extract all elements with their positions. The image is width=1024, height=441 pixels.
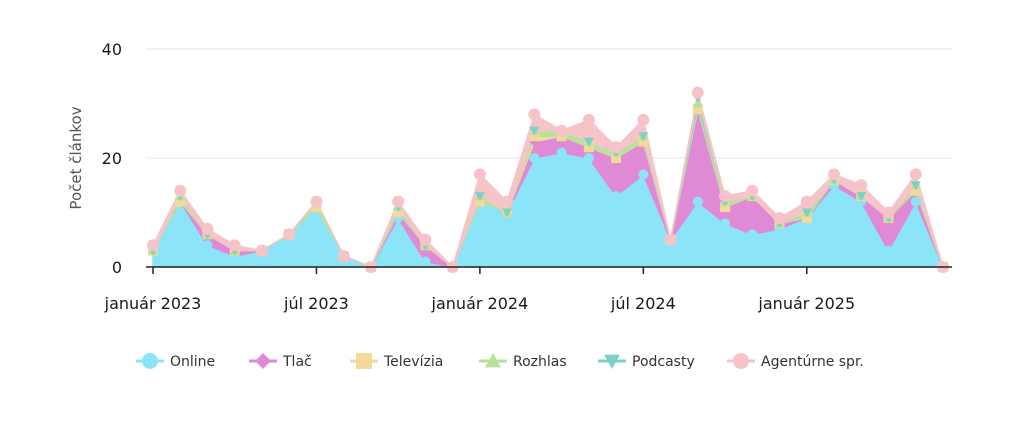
- legend-label: Online: [170, 354, 215, 370]
- data-point: [255, 244, 268, 257]
- data-point: [611, 191, 622, 202]
- data-point: [474, 192, 485, 202]
- data-point: [910, 196, 921, 207]
- data-point: [720, 202, 731, 213]
- y-tick-label: 0: [112, 258, 122, 277]
- data-point: [555, 124, 568, 137]
- x-tick-label: január 2024: [431, 294, 529, 313]
- data-point: [773, 211, 786, 224]
- data-point: [582, 113, 595, 126]
- data-point: [228, 239, 241, 252]
- data-point: [691, 86, 704, 99]
- y-axis-ticks: 0 20 40: [102, 40, 122, 277]
- data-point: [638, 136, 649, 147]
- data-point: [529, 131, 540, 142]
- data-point: [501, 195, 514, 208]
- data-point: [202, 240, 213, 251]
- legend-symbol: [733, 353, 749, 369]
- x-tick-label: január 2023: [104, 294, 202, 313]
- data-point: [174, 184, 187, 197]
- data-point: [909, 168, 922, 181]
- data-point: [392, 195, 405, 208]
- data-point: [337, 250, 350, 263]
- legend-symbol: [604, 354, 620, 369]
- data-point: [175, 196, 186, 207]
- legend-item[interactable]: Online: [136, 353, 215, 370]
- data-point: [610, 141, 623, 154]
- data-point: [502, 208, 513, 218]
- data-point: [419, 233, 432, 246]
- data-point: [420, 256, 431, 267]
- data-point: [856, 192, 867, 202]
- legend-item[interactable]: Podcasty: [598, 354, 695, 370]
- data-point: [283, 228, 296, 241]
- data-point: [882, 206, 895, 219]
- data-point: [611, 153, 622, 163]
- data-point: [910, 181, 921, 191]
- series-areas: [152, 91, 944, 268]
- data-point: [393, 207, 404, 218]
- x-tick-label: január 2025: [757, 294, 855, 313]
- legend-symbol: [485, 353, 501, 368]
- data-point: [800, 195, 813, 208]
- data-point: [828, 168, 841, 181]
- x-tick-label: júl 2023: [283, 294, 349, 313]
- y-tick-label: 40: [102, 40, 122, 59]
- data-point: [883, 245, 894, 256]
- data-point: [638, 169, 649, 180]
- legend-label: Tlač: [282, 354, 312, 370]
- data-point: [664, 233, 677, 246]
- legend-symbol: [142, 353, 158, 369]
- data-point: [855, 179, 868, 192]
- legend-item[interactable]: Rozhlas: [479, 353, 567, 370]
- legend: Online Tlač Televízia Rozhlas Podcasty Agentú…: [136, 353, 864, 370]
- data-point: [529, 126, 540, 136]
- legend-label: Podcasty: [632, 354, 695, 370]
- data-point: [692, 103, 703, 114]
- data-point: [801, 212, 812, 223]
- data-point: [528, 108, 541, 121]
- data-point: [147, 239, 159, 252]
- data-point: [910, 185, 921, 196]
- data-point: [720, 218, 731, 229]
- data-point: [746, 184, 759, 197]
- data-point: [692, 196, 703, 207]
- data-point: [473, 168, 486, 181]
- data-point: [719, 190, 732, 203]
- legend-symbol: [356, 353, 372, 369]
- data-point: [201, 222, 214, 235]
- data-point: [747, 229, 758, 240]
- y-tick-label: 20: [102, 149, 122, 168]
- legend-label: Rozhlas: [513, 354, 567, 370]
- legend-item[interactable]: Televízia: [350, 353, 443, 370]
- legend-item[interactable]: Agentúrne spr.: [727, 353, 864, 370]
- legend-label: Televízia: [383, 354, 443, 370]
- data-point: [310, 195, 323, 208]
- data-point: [583, 153, 594, 163]
- data-point: [801, 208, 812, 218]
- legend-label: Agentúrne spr.: [761, 354, 864, 370]
- data-point: [583, 137, 594, 147]
- data-point: [583, 142, 594, 153]
- data-point: [638, 132, 649, 142]
- data-point: [637, 113, 650, 126]
- legend-item[interactable]: Tlač: [249, 353, 312, 370]
- data-point: [556, 147, 567, 158]
- data-point: [474, 196, 485, 207]
- series-markers: [147, 86, 949, 273]
- legend-symbol: [255, 353, 271, 369]
- data-point: [529, 153, 540, 163]
- y-axis-label: Počet článkov: [67, 106, 85, 209]
- x-tick-label: júl 2024: [610, 294, 676, 313]
- area-online: [152, 151, 944, 268]
- x-axis-ticks: január 2023 júl 2023 január 2024 júl 2024 ja…: [104, 267, 855, 313]
